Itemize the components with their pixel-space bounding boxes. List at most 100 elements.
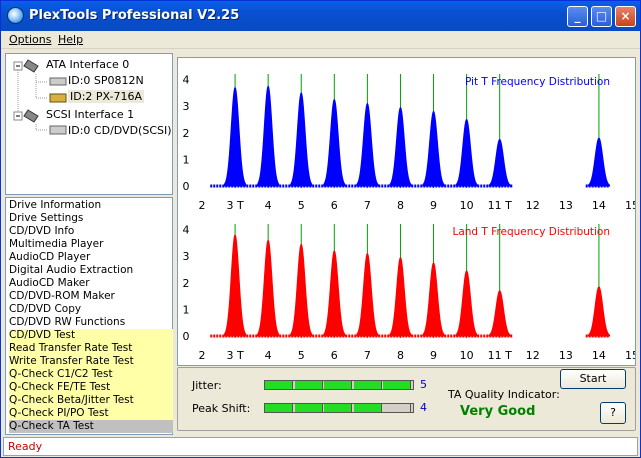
x-tick-label: 12 (526, 199, 540, 212)
ata-interface-icon (23, 59, 39, 73)
y-tick-label: 4 (183, 74, 190, 87)
distribution-peak (422, 110, 445, 187)
level-segment (353, 404, 382, 412)
start-button[interactable]: Start (560, 369, 626, 389)
x-tick-label: 5 (298, 349, 305, 362)
feature-item[interactable]: CD/DVD Test (9, 329, 173, 342)
minimize-button[interactable]: _ (567, 6, 588, 27)
x-tick-label: 14 (592, 199, 606, 212)
distribution-peak (323, 249, 346, 337)
feature-item[interactable]: Q-Check FE/TE Test (9, 381, 173, 394)
menu-options[interactable]: Options (9, 33, 52, 46)
x-tick-label: 5 (298, 199, 305, 212)
y-tick-label: 2 (183, 277, 190, 290)
title-bar[interactable]: PlexTools Professional V2.25 _ □ × (1, 1, 640, 31)
distribution-peak (488, 138, 511, 187)
x-tick-label: 6 (331, 199, 338, 212)
feature-item[interactable]: AudioCD Player (9, 251, 91, 263)
peak-shift-label: Peak Shift: (192, 402, 251, 415)
y-tick-label: 1 (183, 303, 190, 316)
cd-drive-scsi-icon (49, 125, 67, 135)
feature-item[interactable]: Drive Information (9, 199, 102, 211)
x-tick-label: 13 (559, 349, 573, 362)
x-tick-label: 7 (364, 199, 371, 212)
x-tick-label: 8 (397, 199, 404, 212)
tree-ata-device-0[interactable]: ID:0 SP0812N (68, 74, 144, 87)
feature-item[interactable]: CD/DVD Info (9, 225, 75, 237)
y-tick-label: 1 (183, 153, 190, 166)
feature-item[interactable]: Q-Check C1/C2 Test (9, 368, 173, 381)
distribution-peak (223, 233, 247, 337)
distribution-peak (323, 98, 346, 187)
x-tick-label: 7 (364, 349, 371, 362)
x-tick-label: 15 (625, 199, 635, 212)
chart-title: Land T Frequency Distribution (452, 226, 610, 238)
distribution-peak (356, 102, 379, 187)
y-tick-label: 0 (183, 180, 190, 193)
x-tick-label: 4 (265, 199, 272, 212)
feature-item[interactable]: CD/DVD-ROM Maker (9, 290, 115, 302)
feature-item[interactable]: Q-Check PI/PO Test (9, 407, 173, 420)
x-tick-label: 9 (430, 199, 437, 212)
level-segment (353, 381, 382, 389)
x-tick-label: 2 (199, 199, 206, 212)
distribution-peak (223, 86, 247, 187)
level-segment (294, 404, 323, 412)
x-tick-label: 9 (430, 349, 437, 362)
y-tick-label: 3 (183, 100, 190, 113)
distribution-peak (356, 252, 379, 337)
feature-item[interactable]: Q-Check TA Test (9, 420, 173, 433)
x-tick-label: 11 T (488, 199, 512, 212)
x-tick-label: 8 (397, 349, 404, 362)
hard-disk-icon (49, 77, 67, 86)
menu-help[interactable]: Help (58, 33, 84, 46)
feature-item[interactable]: AudioCD Maker (9, 277, 90, 289)
feature-item[interactable]: Multimedia Player (9, 238, 104, 250)
feature-item[interactable]: Drive Settings (9, 212, 84, 224)
jitter-value: 5 (420, 378, 427, 391)
x-tick-label: 14 (592, 349, 606, 362)
menu-bar: Options Help (1, 31, 640, 49)
help-button[interactable]: ? (600, 402, 626, 424)
feature-item[interactable]: Q-Check Beta/Jitter Test (9, 394, 173, 407)
distribution-peak (587, 286, 611, 337)
level-segment (294, 381, 323, 389)
level-segment (265, 404, 293, 412)
jitter-label: Jitter: (192, 379, 222, 392)
peak-shift-bar (264, 403, 414, 413)
x-tick-label: 2 (199, 349, 206, 362)
close-button[interactable]: × (615, 6, 636, 27)
distribution-peak (587, 137, 611, 187)
ta-quality-label: TA Quality Indicator: (448, 388, 560, 401)
tree-ata-interface[interactable]: ATA Interface 0 (46, 58, 130, 71)
x-tick-label: 11 T (488, 349, 512, 362)
distribution-peak (257, 239, 280, 337)
feature-item[interactable]: CD/DVD RW Functions (9, 316, 126, 328)
tree-scsi-device-0[interactable]: ID:0 CD/DVD(SCSI) (68, 124, 172, 137)
jitter-bar (264, 380, 414, 390)
y-tick-label: 2 (183, 127, 190, 140)
x-tick-label: 15 (625, 349, 635, 362)
maximize-button[interactable]: □ (591, 6, 612, 27)
distribution-peak (488, 290, 511, 337)
tree-ata-device-1[interactable]: ID:2 PX-716A (68, 90, 145, 103)
feature-list: Drive Information Drive Settings CD/DVD In… (5, 197, 173, 435)
level-segment (383, 381, 412, 389)
feature-item[interactable]: Read Transfer Rate Test (9, 342, 173, 355)
feature-item[interactable]: CD/DVD Copy (9, 303, 82, 315)
feature-item[interactable]: Digital Audio Extraction (9, 264, 134, 276)
feature-item[interactable]: Write Transfer Rate Test (9, 355, 173, 368)
tree-scsi-interface[interactable]: SCSI Interface 1 (46, 108, 135, 121)
distribution-peak (389, 106, 412, 187)
peak-shift-value: 4 (420, 401, 427, 414)
distribution-peak (455, 118, 478, 187)
y-tick-label: 3 (183, 250, 190, 263)
status-bar: Ready (3, 437, 638, 456)
chart-title: Pit T Frequency Distribution (465, 76, 610, 88)
x-tick-label: 3 T (226, 349, 243, 362)
level-segment (324, 381, 353, 389)
